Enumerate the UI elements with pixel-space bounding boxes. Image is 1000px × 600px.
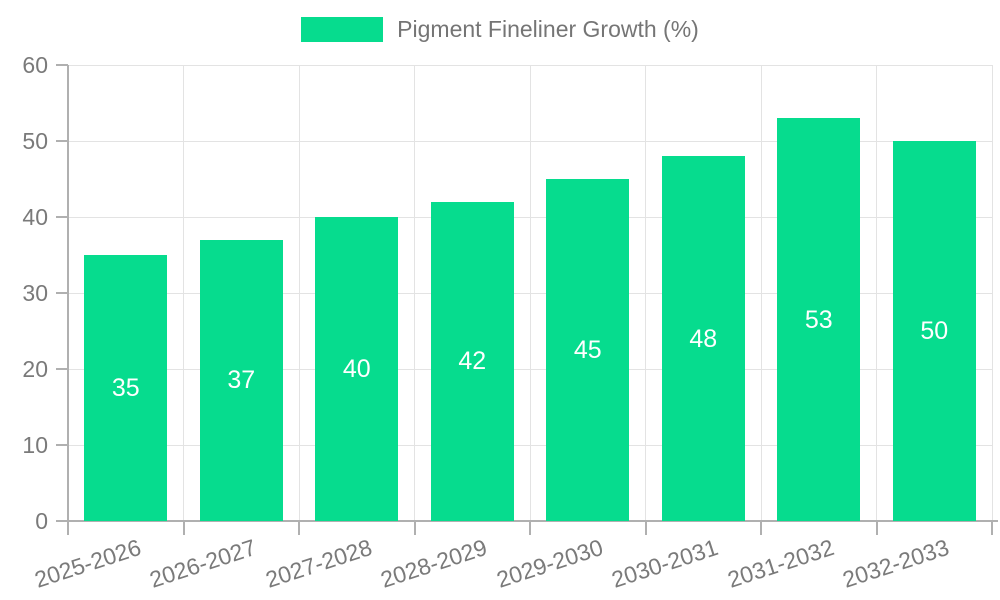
bar-2025-2026 (84, 255, 168, 521)
gridline-vertical (529, 65, 531, 521)
y-axis-tick (56, 140, 68, 142)
x-axis-tick (644, 521, 647, 535)
gridline-vertical (298, 65, 300, 521)
x-axis-tick (760, 521, 762, 535)
x-axis-tick-label: 2030-2031 (608, 534, 722, 593)
y-axis-tick (56, 368, 68, 370)
gridline-vertical (876, 65, 877, 521)
y-axis-line (67, 65, 69, 535)
x-axis-tick (182, 521, 185, 535)
y-axis-tick-label: 0 (35, 508, 48, 534)
bar-value-label: 40 (342, 355, 371, 383)
x-axis-tick (413, 521, 416, 535)
bar-2026-2027 (199, 239, 283, 521)
y-axis-tick (56, 520, 68, 522)
bar-2029-2030 (546, 179, 630, 521)
gridline-vertical (645, 65, 646, 521)
bar-value-label: 45 (573, 336, 602, 364)
x-axis-tick (529, 521, 531, 535)
y-axis-tick (56, 444, 68, 446)
legend-item[interactable]: Pigment Fineliner Growth (%) (0, 16, 1000, 43)
y-axis-tick-label: 40 (22, 204, 48, 230)
bar-value-label: 37 (227, 366, 256, 395)
bar-value-label: 53 (804, 305, 833, 334)
y-axis-tick-label: 10 (22, 432, 48, 458)
x-axis-tick-label: 2025-2026 (31, 534, 144, 593)
gridline-vertical (760, 65, 762, 521)
y-axis-tick-label: 20 (22, 356, 48, 382)
x-axis-tick (875, 521, 878, 535)
legend-swatch (301, 17, 384, 42)
x-axis-tick-label: 2028-2029 (377, 534, 491, 593)
gridline-vertical (414, 65, 415, 521)
gridline-vertical (183, 65, 184, 521)
y-axis-tick-label: 30 (22, 280, 48, 306)
y-axis-tick-label: 50 (22, 128, 48, 154)
gridline-vertical (991, 65, 993, 521)
x-axis-tick-label: 2026-2027 (146, 534, 260, 593)
bar-2030-2031 (661, 156, 745, 521)
y-axis-tick (56, 64, 68, 66)
bar-value-label: 42 (458, 347, 487, 376)
x-axis-tick-label: 2032-2033 (839, 534, 953, 593)
y-axis-tick (56, 216, 68, 218)
bar-2028-2029 (430, 201, 514, 521)
bar-2032-2033 (892, 141, 976, 521)
x-axis-line (68, 520, 998, 522)
x-axis-tick-label: 2031-2032 (724, 534, 837, 593)
y-axis-tick-label: 60 (22, 52, 48, 78)
x-axis-tick-label: 2029-2030 (493, 534, 606, 593)
bar-value-label: 35 (111, 374, 140, 402)
bar-2031-2032 (777, 118, 861, 521)
x-axis-tick (991, 521, 993, 535)
x-axis-tick (298, 521, 300, 535)
bar-value-label: 48 (689, 324, 718, 353)
y-axis-tick (56, 292, 68, 294)
x-axis-tick-label: 2027-2028 (262, 534, 375, 593)
bar-value-label: 50 (920, 317, 949, 345)
legend-label: Pigment Fineliner Growth (%) (397, 16, 699, 42)
bar-2027-2028 (315, 217, 399, 521)
